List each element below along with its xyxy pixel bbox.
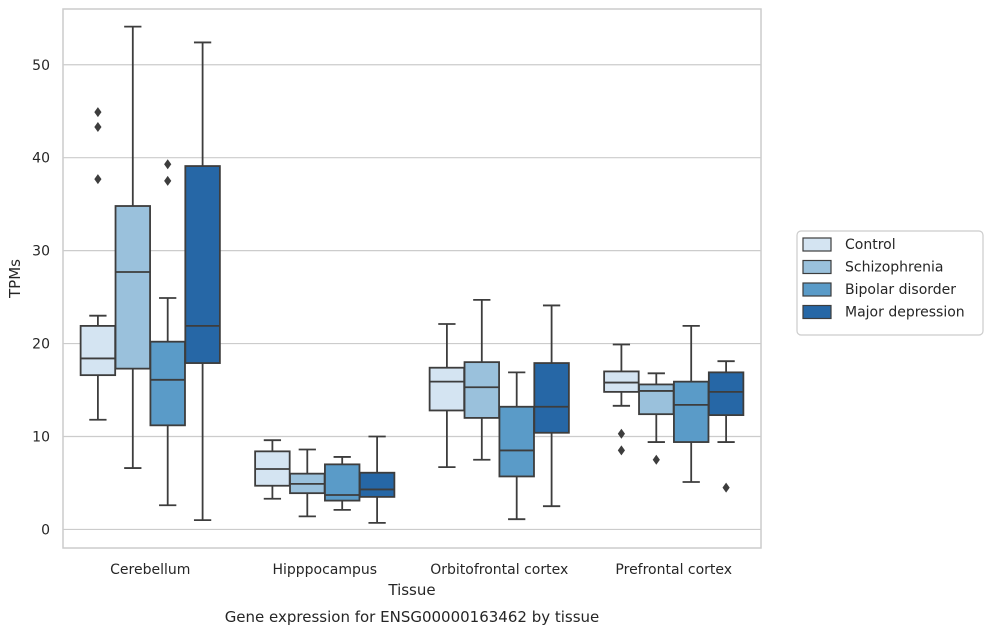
legend-label: Control (845, 237, 896, 253)
y-tick-label-20: 20 (32, 337, 50, 353)
x-axis-label: Tissue (387, 581, 435, 599)
x-tick-label: Hipppocampus (272, 562, 377, 578)
legend-item[interactable]: Bipolar disorder (802, 282, 956, 298)
y-tick-label-10: 10 (32, 429, 50, 445)
x-tick-label: Prefrontal cortex (615, 562, 732, 578)
legend[interactable]: Control Schizophrenia Bipolar disorder Majo… (796, 230, 984, 336)
y-tick-label-50: 50 (32, 58, 50, 74)
plot-area-frame (62, 8, 762, 549)
box-control (79, 107, 117, 421)
outlier-point (617, 445, 625, 456)
box-iqr (498, 405, 535, 478)
box-iqr (707, 371, 745, 417)
box-iqr (638, 383, 675, 416)
legend-swatch (802, 282, 832, 297)
legend-swatch (802, 237, 832, 252)
legend-item[interactable]: Control (802, 237, 896, 253)
box-bipolar-disorder (149, 159, 186, 507)
chart-caption: Gene expression for ENSG00000163462 by t… (225, 608, 600, 626)
legend-swatch (802, 259, 832, 275)
box-iqr (673, 380, 710, 443)
outlier-point (94, 122, 102, 133)
box-major-depression (707, 360, 745, 493)
x-tick-labels: Cerebellum Hipppocampus Orbitofrontal cort… (110, 562, 732, 578)
outlier-point (617, 428, 625, 439)
box-iqr (533, 362, 570, 434)
box-schizophrenia (289, 448, 326, 518)
box-bipolar-disorder (324, 456, 361, 511)
box-control (428, 323, 466, 469)
box-iqr (184, 165, 221, 364)
box-iqr (428, 366, 466, 412)
y-tick-label-0: 0 (41, 522, 50, 538)
legend-label: Schizophrenia (845, 260, 943, 276)
outlier-point (722, 482, 730, 493)
box-iqr (358, 471, 396, 498)
box-iqr (79, 324, 117, 377)
box-major-depression (358, 435, 396, 524)
y-axis-label: TPMs (6, 259, 24, 299)
box-iqr (149, 340, 186, 427)
box-schizophrenia (638, 372, 675, 465)
box-iqr (603, 370, 640, 393)
legend-swatch (802, 304, 832, 320)
y-tick-labels: 0 10 20 30 40 50 (32, 58, 50, 539)
legend-frame (796, 230, 984, 336)
legend-label: Major depression (845, 305, 965, 321)
box-control (254, 439, 291, 500)
outlier-point (94, 107, 102, 118)
boxes (79, 25, 745, 524)
box-major-depression (184, 41, 221, 522)
outlier-point (94, 174, 102, 185)
box-bipolar-disorder (673, 324, 710, 483)
box-iqr (114, 205, 151, 370)
box-schizophrenia (463, 298, 500, 461)
outlier-point (164, 159, 172, 170)
x-tick-label: Cerebellum (110, 562, 190, 578)
box-control (603, 343, 640, 456)
box-major-depression (533, 304, 570, 508)
outlier-point (652, 454, 660, 465)
box-iqr (463, 361, 500, 419)
outlier-point (164, 175, 172, 186)
box-schizophrenia (114, 25, 151, 469)
legend-item[interactable]: Schizophrenia (802, 259, 943, 276)
x-tick-label: Orbitofrontal cortex (430, 562, 568, 578)
box-bipolar-disorder (498, 371, 535, 521)
y-tick-label-40: 40 (32, 151, 50, 167)
y-tick-label-30: 30 (32, 244, 50, 260)
legend-label: Bipolar disorder (845, 282, 956, 298)
legend-item[interactable]: Major depression (802, 304, 965, 321)
